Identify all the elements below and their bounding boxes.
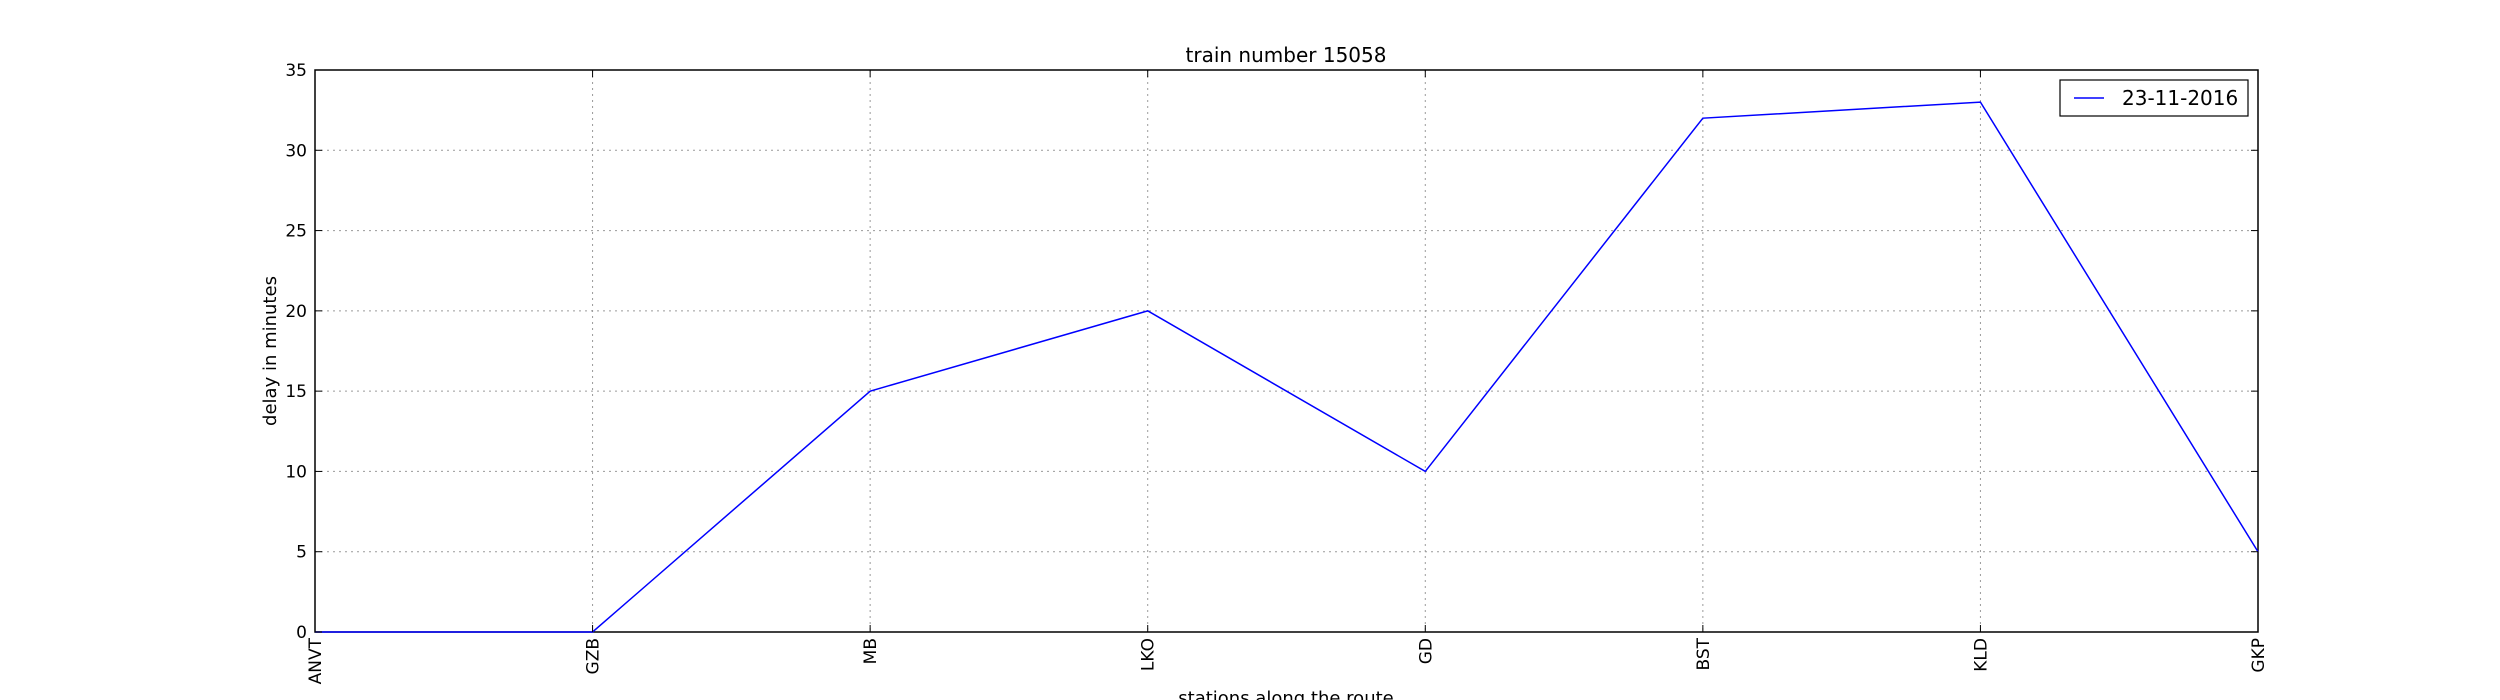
legend-label: 23-11-2016 <box>2122 86 2238 110</box>
y-tick-label: 10 <box>285 462 307 482</box>
x-tick-label: ANVT <box>306 637 326 684</box>
y-axis-ticks: 0 5 10 15 20 25 30 35 <box>285 61 2258 643</box>
x-axis-ticks: ANVT GZB MB LKO GD BST KLD GKP <box>306 70 2269 684</box>
grid <box>315 70 2258 632</box>
y-tick-label: 30 <box>285 141 307 161</box>
x-tick-label: KLD <box>1971 638 1991 672</box>
plot-area <box>314 69 2259 633</box>
series-line <box>315 101 2259 633</box>
y-tick-label: 20 <box>285 302 307 322</box>
series-layer <box>314 101 2259 633</box>
y-axis-label: delay in minutes <box>260 276 281 426</box>
x-tick-label: MB <box>861 638 881 664</box>
y-tick-label: 25 <box>285 222 307 242</box>
x-tick-label: LKO <box>1139 638 1159 671</box>
x-tick-label: BST <box>1694 637 1714 670</box>
x-tick-label: GKP <box>2249 638 2269 673</box>
x-axis-label: stations along the route <box>1178 688 1393 700</box>
x-tick-label: GD <box>1416 638 1436 664</box>
y-tick-label: 5 <box>296 543 307 563</box>
legend: 23-11-2016 <box>2059 79 2249 117</box>
chart-title: train number 15058 <box>1186 43 1387 67</box>
x-tick-label: GZB <box>584 638 604 674</box>
y-tick-label: 0 <box>296 623 307 643</box>
y-tick-label: 15 <box>285 382 307 402</box>
y-tick-label: 35 <box>285 61 307 81</box>
